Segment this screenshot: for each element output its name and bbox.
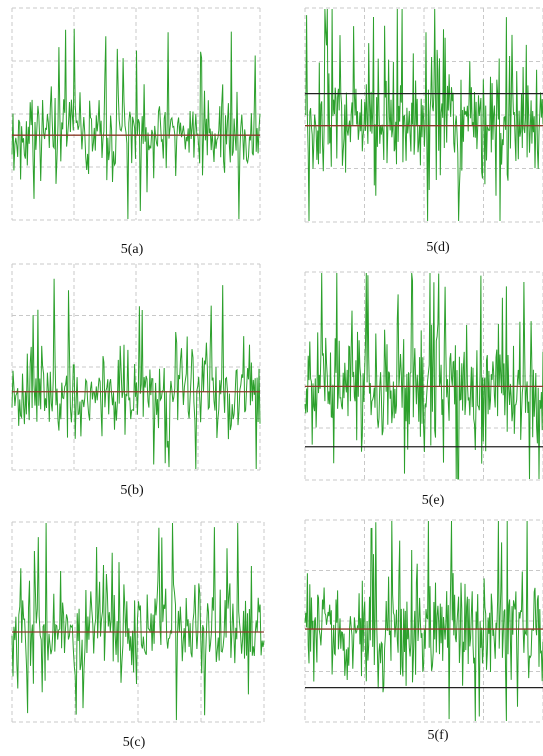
signal-line-5b [11, 278, 261, 470]
chart-5e [304, 271, 543, 481]
chart-5a [11, 7, 261, 221]
caption-5f: 5(f) [427, 728, 449, 743]
grid-5b [11, 263, 261, 471]
caption-5c: 5(c) [122, 735, 146, 750]
chart-5d [304, 7, 543, 223]
signal-line-5f [304, 520, 543, 722]
chart-5c [11, 521, 265, 723]
caption-5e: 5(e) [421, 493, 445, 508]
caption-5d: 5(d) [426, 240, 450, 255]
signal-line-5a [11, 28, 261, 220]
chart-5f [304, 519, 543, 723]
signal-line-5e [304, 272, 543, 480]
caption-5a: 5(a) [120, 242, 144, 257]
chart-5b [11, 263, 261, 471]
signal-line-5d [304, 8, 543, 222]
caption-5b: 5(b) [120, 483, 144, 498]
signal-line-5c [11, 522, 265, 721]
grid-5c [11, 521, 265, 723]
